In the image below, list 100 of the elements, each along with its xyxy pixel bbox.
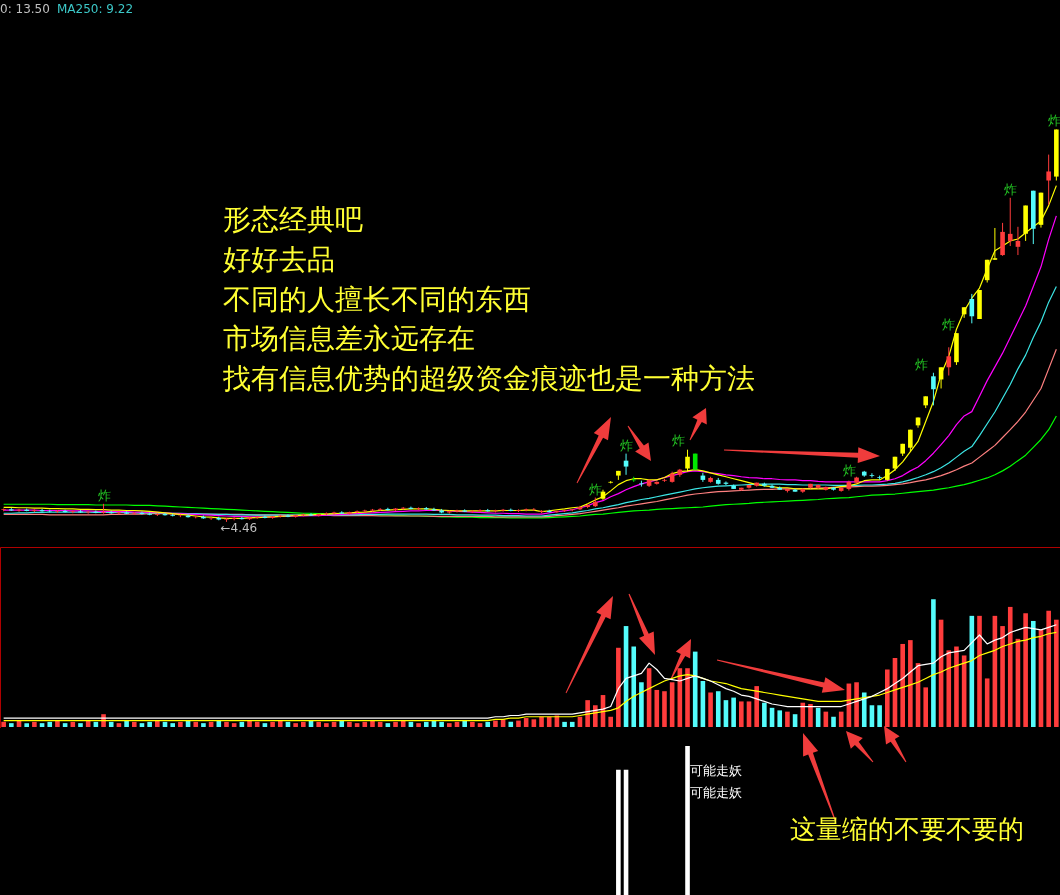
annotation: 可能走妖: [690, 785, 742, 800]
bar: [301, 721, 306, 727]
bar: [861, 692, 867, 727]
bar: [1046, 610, 1051, 727]
bar: [608, 716, 613, 727]
bar: [562, 721, 567, 727]
bar: [155, 720, 160, 727]
text: 炸: [1048, 113, 1060, 129]
candlestick: [101, 503, 106, 515]
bar: [201, 723, 206, 727]
bar: [170, 723, 175, 727]
bar: [178, 721, 183, 727]
bar: [439, 721, 444, 727]
bar: [838, 711, 844, 727]
candlestick: [869, 472, 875, 479]
bar: [546, 716, 552, 727]
bar: [1000, 626, 1005, 727]
bar: [831, 716, 836, 727]
bar: [692, 651, 698, 727]
bar: [224, 721, 229, 727]
bar: [931, 599, 936, 727]
bar: [124, 720, 129, 727]
bar: [685, 668, 690, 727]
bar: [715, 691, 721, 727]
bar: [277, 720, 283, 727]
bar: [954, 646, 959, 727]
bar: [654, 689, 660, 727]
annotation: 这量缩的不要不要的: [790, 814, 1024, 844]
annotation: 炸: [942, 317, 956, 333]
bar: [923, 687, 929, 727]
bar: [1030, 620, 1036, 727]
annotation: 不同的人擅长不同的东西: [223, 283, 531, 316]
candlestick: [685, 449, 690, 473]
bar: [339, 720, 345, 727]
bar: [754, 686, 759, 727]
annotation: 市场信息差永远存在: [223, 322, 475, 355]
bar: [216, 720, 222, 727]
annotation: 炸: [842, 462, 856, 478]
annotation: 炸: [671, 432, 685, 448]
text: MA250: 9.22: [57, 2, 134, 16]
bar: [447, 723, 452, 727]
bar: [1007, 606, 1013, 727]
candlestick: [1046, 154, 1051, 206]
bar: [708, 692, 713, 727]
bar: [193, 721, 199, 727]
bar: [762, 702, 767, 727]
bar: [854, 682, 859, 727]
bar: [1, 721, 6, 727]
candlestick: [1007, 197, 1013, 247]
bar: [470, 721, 475, 727]
bar: [423, 721, 429, 727]
annotation: ←4.46: [220, 520, 258, 535]
bar: [539, 716, 544, 727]
bar: [516, 720, 521, 727]
bar: [293, 723, 298, 727]
candlestick: [500, 508, 506, 513]
bar: [324, 723, 329, 727]
candlestick: [946, 346, 952, 377]
bar: [270, 721, 275, 727]
bar: [247, 720, 252, 727]
bar: [877, 705, 882, 727]
bar: [977, 615, 982, 727]
candlestick: [477, 508, 483, 513]
bar: [739, 701, 744, 727]
bar: [485, 721, 491, 727]
bar: [462, 720, 467, 727]
candlestick: [992, 227, 998, 261]
bar: [531, 719, 537, 727]
bar: [47, 721, 53, 727]
bar: [508, 721, 514, 727]
bar: [908, 640, 913, 727]
bar: [1054, 619, 1059, 727]
bar: [24, 723, 30, 727]
candlestick: [16, 508, 22, 513]
bar: [362, 721, 368, 727]
bar: [616, 647, 621, 727]
bar: [900, 643, 905, 727]
annotation: 可能走妖: [690, 763, 742, 778]
bar: [662, 691, 667, 727]
annotation: 炸: [1004, 181, 1018, 197]
bar: [639, 682, 644, 727]
bar: [131, 721, 137, 727]
bar: [569, 721, 575, 727]
bar: [347, 721, 352, 727]
candlestick: [931, 372, 936, 406]
annotation: 好好去品: [223, 243, 335, 276]
annotation: 炸: [620, 437, 634, 453]
bar: [393, 721, 398, 727]
bar: [785, 711, 790, 727]
bar: [370, 720, 375, 727]
annotation: 炸: [97, 487, 111, 503]
bar: [147, 721, 152, 727]
text: 0: 13.50: [0, 2, 50, 16]
bar: [1023, 613, 1028, 727]
annotation: 炸: [915, 356, 929, 372]
bar: [108, 721, 114, 727]
bar: [78, 723, 83, 727]
bar: [885, 669, 890, 727]
bar: [631, 646, 637, 727]
bar: [254, 721, 260, 727]
